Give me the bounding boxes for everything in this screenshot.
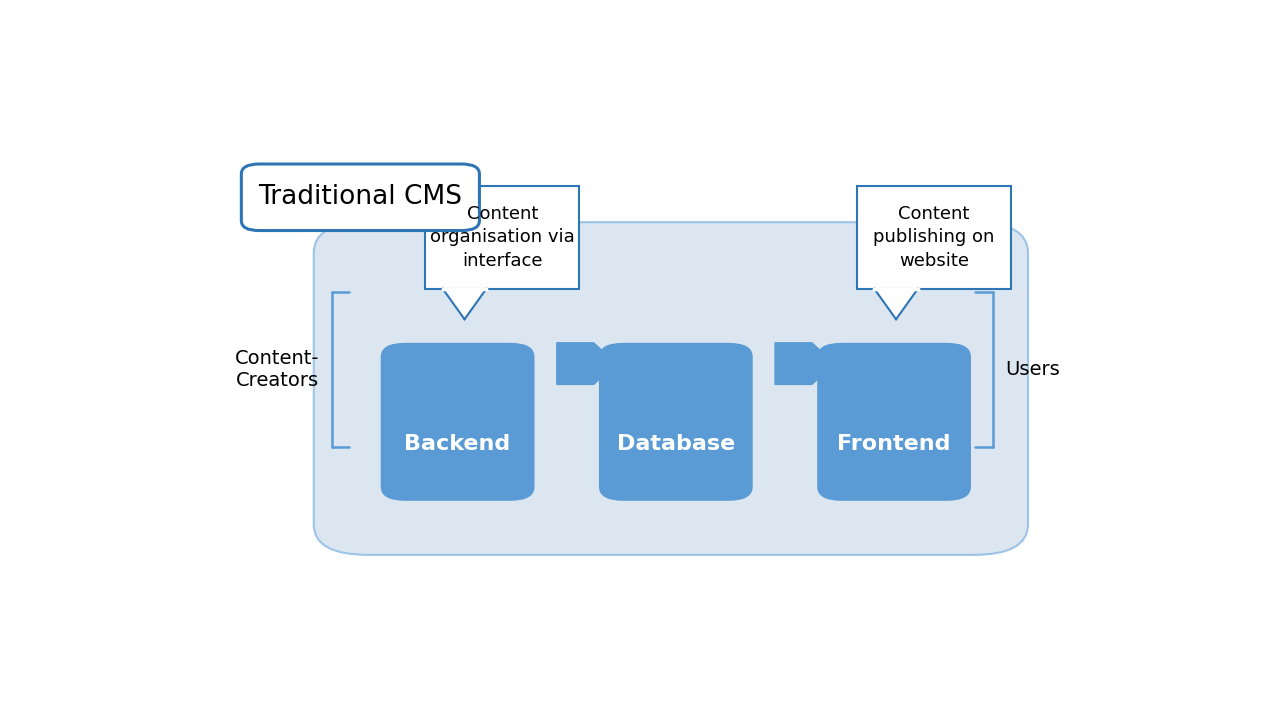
- Polygon shape: [874, 289, 918, 319]
- Text: Content
publishing on
website: Content publishing on website: [873, 205, 995, 270]
- FancyBboxPatch shape: [856, 186, 1011, 289]
- Polygon shape: [776, 343, 835, 384]
- Text: Backend: Backend: [404, 434, 511, 454]
- Text: Frontend: Frontend: [837, 434, 951, 454]
- Text: Traditional CMS: Traditional CMS: [259, 184, 462, 210]
- Text: Database: Database: [617, 434, 735, 454]
- Polygon shape: [557, 343, 617, 384]
- FancyBboxPatch shape: [380, 343, 535, 501]
- FancyBboxPatch shape: [817, 343, 972, 501]
- FancyBboxPatch shape: [425, 186, 579, 289]
- FancyBboxPatch shape: [599, 343, 753, 501]
- FancyBboxPatch shape: [314, 222, 1028, 555]
- Polygon shape: [443, 289, 486, 319]
- Text: Content
organisation via
interface: Content organisation via interface: [430, 205, 575, 270]
- Text: Users: Users: [1005, 360, 1060, 379]
- Text: Content-
Creators: Content- Creators: [236, 348, 320, 390]
- FancyBboxPatch shape: [242, 164, 480, 230]
